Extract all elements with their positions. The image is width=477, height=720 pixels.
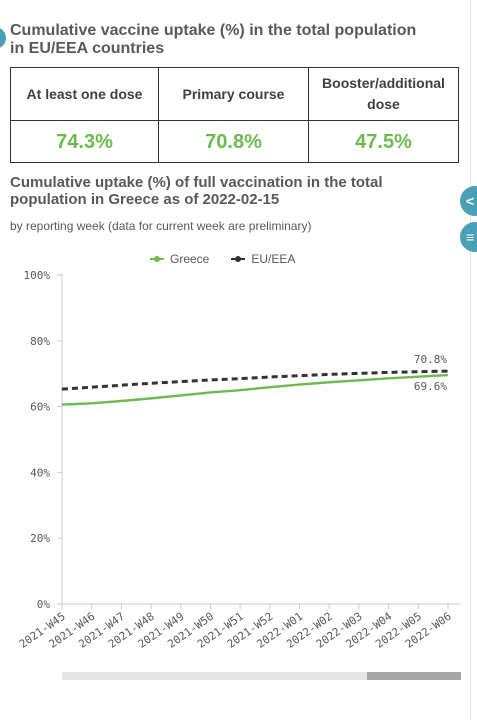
chart-scrollbar-thumb[interactable] — [367, 672, 461, 680]
chart-title: Cumulative uptake (%) of full vaccinatio… — [10, 174, 383, 208]
legend-label-greece: Greece — [170, 252, 210, 266]
legend-swatch-eu — [231, 255, 246, 263]
share-icon: < — [466, 193, 475, 209]
kpi-table: At least one dose Primary course Booster… — [10, 67, 459, 163]
legend-item-eu[interactable]: EU/EEA — [231, 252, 295, 266]
menu-button[interactable]: ≡ — [460, 222, 477, 252]
kpi-header-booster: Booster/additional dose — [309, 68, 458, 121]
kpi-value-first-dose: 74.3% — [11, 121, 159, 163]
section-badge — [0, 27, 6, 49]
y-tick-label: 40% — [30, 466, 50, 479]
line-chart: 0%20%40%60%80%100%2021-W452021-W462021-W… — [17, 269, 460, 651]
right-edge-divider — [470, 0, 471, 720]
kpi-value-primary-course: 70.8% — [159, 121, 309, 163]
y-tick-label: 100% — [24, 269, 51, 282]
data-label-greece-last: 69.6% — [414, 380, 447, 393]
chart-subtitle: by reporting week (data for current week… — [10, 219, 312, 233]
series-line-eu — [61, 369, 449, 391]
legend-item-greece[interactable]: Greece — [150, 252, 209, 266]
data-label-eu-last: 70.8% — [414, 353, 447, 366]
kpi-header-primary-course: Primary course — [159, 68, 309, 121]
y-tick-label: 60% — [30, 401, 50, 414]
series-line-greece — [61, 373, 449, 406]
y-tick-label: 20% — [30, 532, 50, 545]
y-tick-label: 0% — [37, 598, 51, 611]
kpi-header-first-dose: At least one dose — [11, 68, 159, 121]
y-tick-label: 80% — [30, 335, 50, 348]
kpi-title: Cumulative vaccine uptake (%) in the tot… — [10, 22, 417, 57]
legend-label-eu: EU/EEA — [251, 252, 296, 266]
legend-swatch-greece — [150, 255, 164, 263]
chart-legend: Greece EU/EEA — [150, 252, 295, 266]
chart-scrollbar-track[interactable] — [62, 672, 461, 680]
kpi-value-booster: 47.5% — [355, 130, 412, 153]
share-button[interactable]: < — [460, 186, 477, 216]
menu-icon: ≡ — [466, 229, 475, 245]
